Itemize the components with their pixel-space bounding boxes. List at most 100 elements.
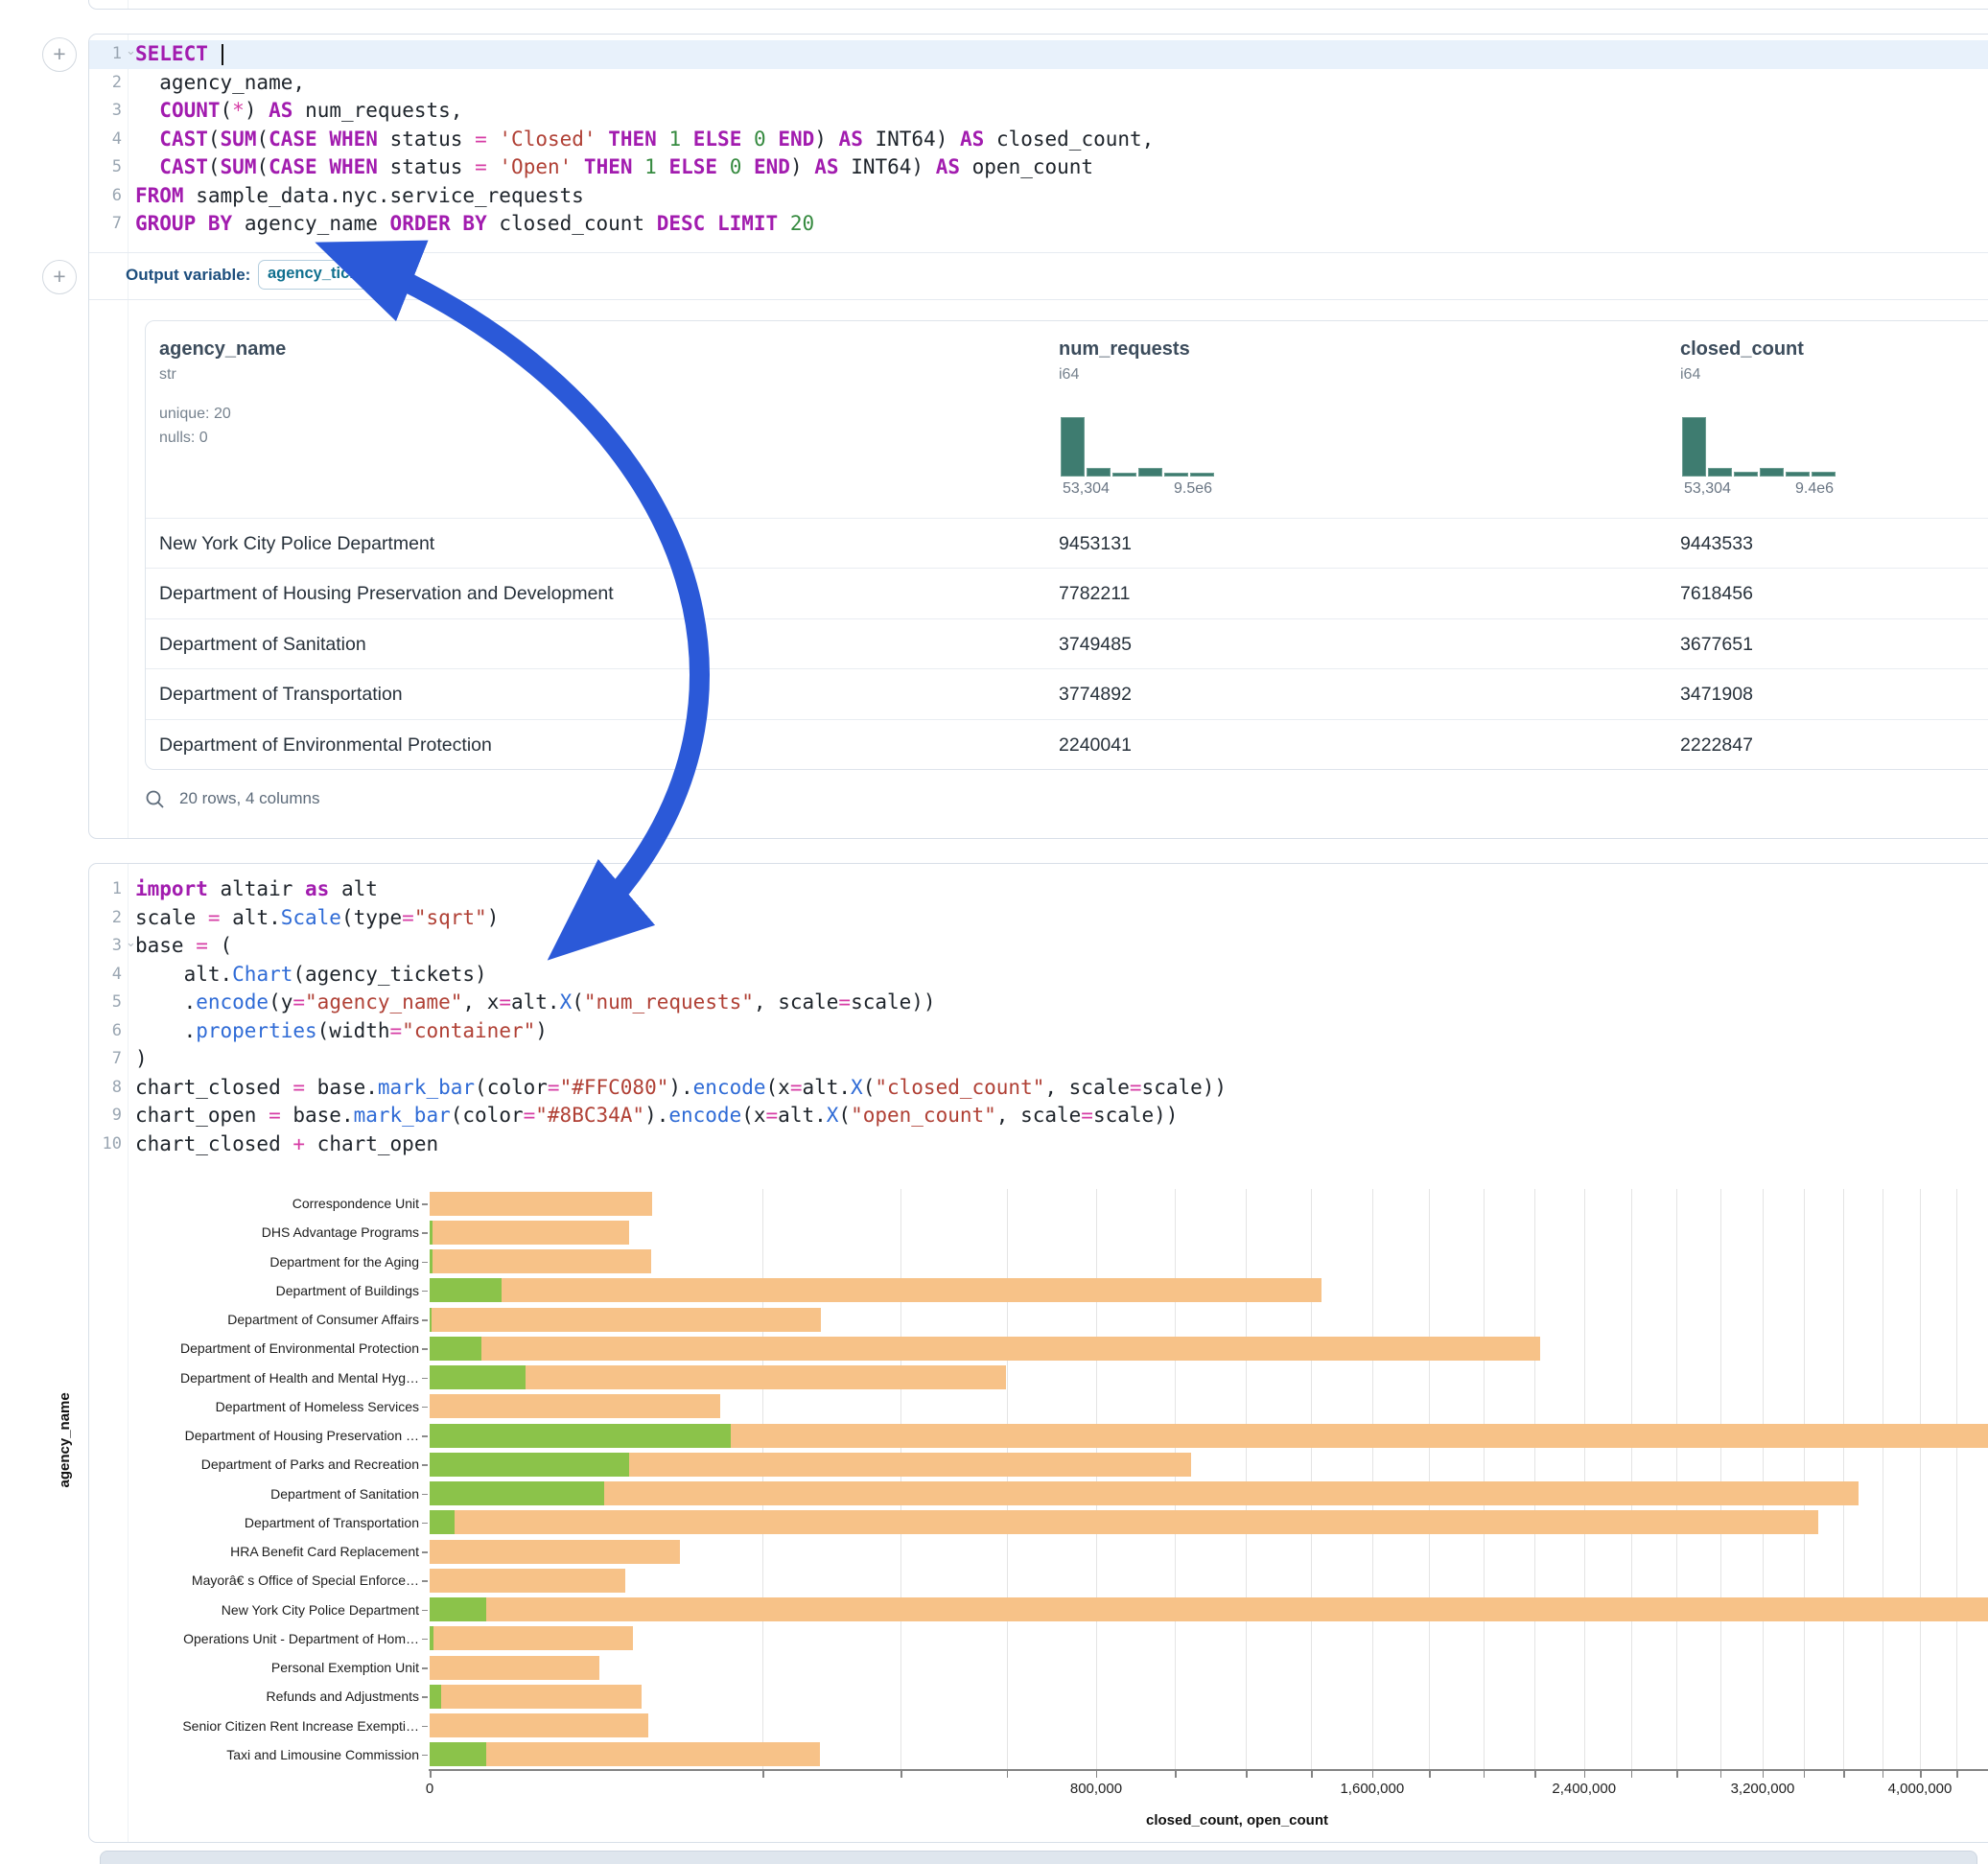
chart-gridline <box>900 1189 901 1769</box>
histogram-bar <box>1708 468 1732 477</box>
cell-value: 9453131 <box>1059 519 1132 569</box>
y-axis-title: agency_name <box>57 1392 73 1487</box>
search-icon[interactable] <box>145 789 166 810</box>
x-axis-line <box>429 1769 1988 1771</box>
histogram-max-label: 9.5e6 <box>1174 480 1212 498</box>
x-axis-tick <box>1883 1771 1884 1778</box>
sql-code-editor[interactable]: 1⌄SELECT 2 agency_name,3 COUNT(*) AS num… <box>89 40 1988 242</box>
x-axis-tick-label: 1,600,000 <box>1340 1781 1404 1797</box>
x-axis-tick-label: 800,000 <box>1070 1781 1122 1797</box>
code-line: 3 COUNT(*) AS num_requests, <box>89 97 1988 126</box>
x-axis-tick <box>1096 1771 1098 1778</box>
y-axis-label: Taxi and Limousine Commission <box>86 1747 419 1762</box>
x-axis-tick <box>1246 1771 1248 1778</box>
code-text: GROUP BY agency_name ORDER BY closed_cou… <box>135 210 814 239</box>
y-axis-label: Department of Homeless Services <box>86 1399 419 1414</box>
x-axis-tick <box>1175 1771 1177 1778</box>
bar-closed-count <box>430 1249 651 1273</box>
y-axis-label: Personal Exemption Unit <box>86 1660 419 1675</box>
y-axis-label: Department of Sanitation <box>86 1486 419 1502</box>
cell-value: 2222847 <box>1680 720 1753 770</box>
cell-value: 3749485 <box>1059 619 1132 669</box>
column-header[interactable]: closed_count <box>1680 338 1804 361</box>
y-axis-label: Department for the Aging <box>86 1254 419 1270</box>
bar-open-count <box>430 1221 433 1245</box>
code-line: 6 .properties(width="container") <box>89 1017 1988 1046</box>
chart-gridline <box>1484 1189 1485 1769</box>
cell-value: 3677651 <box>1680 619 1753 669</box>
y-axis-label: Department of Transportation <box>86 1515 419 1530</box>
y-axis-label: New York City Police Department <box>86 1602 419 1618</box>
y-axis-label: Department of Health and Mental Hyg… <box>86 1370 419 1386</box>
line-number: 3 <box>89 932 122 961</box>
histogram-bar <box>1138 468 1162 477</box>
x-axis-tick <box>430 1771 432 1778</box>
y-axis-tick <box>422 1435 428 1437</box>
table-row[interactable]: New York City Police Department 9453131 94… <box>146 518 1988 569</box>
bar-closed-count <box>430 1510 1818 1534</box>
x-axis-tick-label: 2,400,000 <box>1552 1781 1616 1797</box>
code-line: 7GROUP BY agency_name ORDER BY closed_co… <box>89 210 1988 239</box>
cell-value: 9443533 <box>1680 519 1753 569</box>
bar-open-count <box>430 1249 433 1273</box>
x-axis-tick <box>1584 1771 1586 1778</box>
table-row[interactable]: Department of Sanitation37494853677651 <box>146 618 1988 669</box>
table-row[interactable]: Department of Transportation377489234719… <box>146 668 1988 719</box>
code-text: scale = alt.Scale(type="sqrt") <box>135 904 499 933</box>
code-text: SELECT <box>135 40 223 69</box>
x-axis-title: closed_count, open_count <box>1146 1812 1328 1829</box>
code-text: chart_closed = base.mark_bar(color="#FFC… <box>135 1074 1227 1103</box>
y-axis-tick <box>422 1523 428 1525</box>
y-axis-label: Refunds and Adjustments <box>86 1689 419 1704</box>
line-number: 10 <box>89 1130 122 1159</box>
x-axis-tick-label: 0 <box>426 1781 433 1797</box>
chart-gridline <box>1175 1189 1176 1769</box>
previous-cell-remnant <box>88 0 1988 10</box>
output-variable-pill[interactable]: agency_tickets <box>258 260 371 290</box>
histogram-min-label: 53,304 <box>1684 480 1731 498</box>
line-number: 5 <box>89 153 122 182</box>
x-axis-tick <box>1920 1771 1922 1778</box>
column-header[interactable]: agency_name <box>159 338 286 361</box>
x-axis-tick <box>1311 1771 1313 1778</box>
add-cell-button[interactable]: + <box>42 260 77 294</box>
chart-gridline <box>1534 1189 1535 1769</box>
bar-closed-count <box>430 1685 642 1709</box>
bar-open-count <box>430 1424 731 1448</box>
dataframe-preview-table: agency_namestrunique: 20nulls: 0num_requ… <box>145 320 1988 770</box>
bar-closed-count <box>430 1626 633 1650</box>
code-text: import altair as alt <box>135 875 378 904</box>
code-text: COUNT(*) AS num_requests, <box>135 97 462 126</box>
code-text: ) <box>135 1045 148 1074</box>
y-axis-tick <box>422 1203 428 1205</box>
bar-closed-count <box>430 1713 648 1737</box>
bar-closed-count <box>430 1540 680 1564</box>
x-axis-tick <box>1676 1771 1678 1778</box>
histogram-bar <box>1760 468 1784 477</box>
bar-open-count <box>430 1626 433 1650</box>
add-cell-button[interactable]: + <box>42 37 77 72</box>
y-axis-tick <box>422 1551 428 1553</box>
code-line: 6FROM sample_data.nyc.service_requests <box>89 182 1988 211</box>
line-number: 8 <box>89 1074 122 1103</box>
y-axis-label: Department of Housing Preservation … <box>86 1428 419 1443</box>
y-axis-tick <box>422 1378 428 1380</box>
table-row[interactable]: Department of Housing Preservation and D… <box>146 568 1988 618</box>
chart-gridline <box>1429 1189 1430 1769</box>
histogram-max-label: 9.4e6 <box>1795 480 1834 498</box>
x-axis-tick <box>1843 1771 1845 1778</box>
x-axis-tick <box>762 1771 764 1778</box>
table-row[interactable]: Department of Environmental Protection22… <box>146 719 1988 770</box>
python-code-editor[interactable]: 1import altair as alt2scale = alt.Scale(… <box>89 875 1988 1163</box>
column-header[interactable]: num_requests <box>1059 338 1190 361</box>
x-axis-tick <box>900 1771 902 1778</box>
code-text: alt.Chart(agency_tickets) <box>135 961 487 990</box>
y-axis-label: DHS Advantage Programs <box>86 1224 419 1240</box>
chart-gridline <box>1631 1189 1632 1769</box>
x-axis-tick <box>1372 1771 1374 1778</box>
chart-gridline <box>1007 1189 1008 1769</box>
cell-agency-name: New York City Police Department <box>159 519 434 569</box>
histogram-bar <box>1734 472 1758 477</box>
line-number: 6 <box>89 1017 122 1046</box>
bar-closed-count <box>430 1597 1988 1621</box>
